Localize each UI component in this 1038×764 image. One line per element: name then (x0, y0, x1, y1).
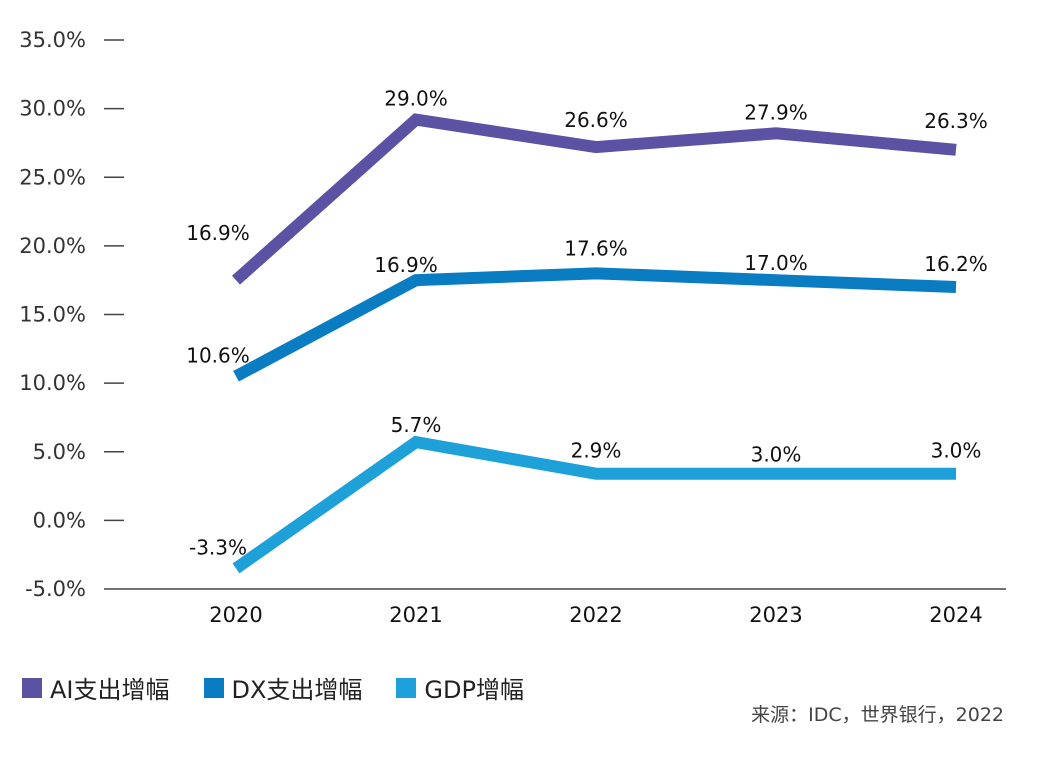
source-note: 来源：IDC，世界银行，2022 (751, 704, 1004, 726)
legend-item-ai: AI支出增幅 (22, 670, 170, 705)
y-tick-label: 5.0% (33, 440, 86, 464)
y-tick-label: -5.0% (25, 577, 86, 601)
x-tick-label: 2024 (929, 603, 982, 627)
legend-label-ai: AI支出增幅 (50, 676, 170, 704)
data-label: 2.9% (571, 439, 622, 463)
x-tick-label: 2022 (569, 603, 622, 627)
y-tick-label: 15.0% (19, 303, 86, 327)
legend-label-gdp: GDP增幅 (424, 676, 524, 704)
data-label: 26.3% (924, 109, 988, 133)
y-tick-label: 0.0% (33, 508, 86, 532)
y-tick-label: 25.0% (19, 165, 86, 189)
legend-swatch-ai (22, 677, 42, 698)
y-tick-label: 20.0% (19, 234, 86, 258)
legend-swatch-gdp (396, 677, 417, 698)
data-label: 29.0% (384, 87, 448, 111)
data-label: 16.9% (374, 253, 438, 277)
legend-item-gdp: GDP增幅 (396, 670, 524, 705)
x-tick-label: 2021 (389, 603, 442, 627)
data-label: 26.6% (564, 108, 628, 132)
legend-swatch-dx (203, 677, 224, 698)
x-tick-label: 2023 (749, 603, 802, 627)
data-label: 5.7% (391, 413, 442, 437)
series-line-2 (232, 435, 956, 574)
series-line-1 (233, 267, 957, 382)
chart-legend: AI支出增幅 DX支出增幅 GDP增幅 (22, 670, 558, 705)
data-label: 17.6% (564, 236, 628, 260)
x-tick-label: 2020 (209, 603, 262, 627)
data-label: 10.6% (186, 343, 250, 367)
legend-label-dx: DX支出增幅 (231, 676, 363, 704)
series-line-0 (232, 113, 957, 285)
data-label: 17.0% (744, 251, 808, 275)
data-label: -3.3% (189, 535, 247, 559)
line-chart: 35.0% 30.0% 25.0% 20.0% 15.0% 10.0% 5.0% 0.0% -5… (19, 28, 1006, 627)
data-label: 3.0% (751, 443, 802, 467)
y-tick-label: 35.0% (19, 28, 86, 52)
data-label: 16.9% (186, 221, 250, 245)
y-tick-label: 30.0% (19, 97, 86, 121)
legend-item-dx: DX支出增幅 (203, 670, 363, 705)
y-tick-label: 10.0% (19, 371, 86, 395)
data-label: 27.9% (744, 100, 808, 124)
data-label: 16.2% (924, 252, 988, 276)
data-label: 3.0% (931, 439, 982, 463)
